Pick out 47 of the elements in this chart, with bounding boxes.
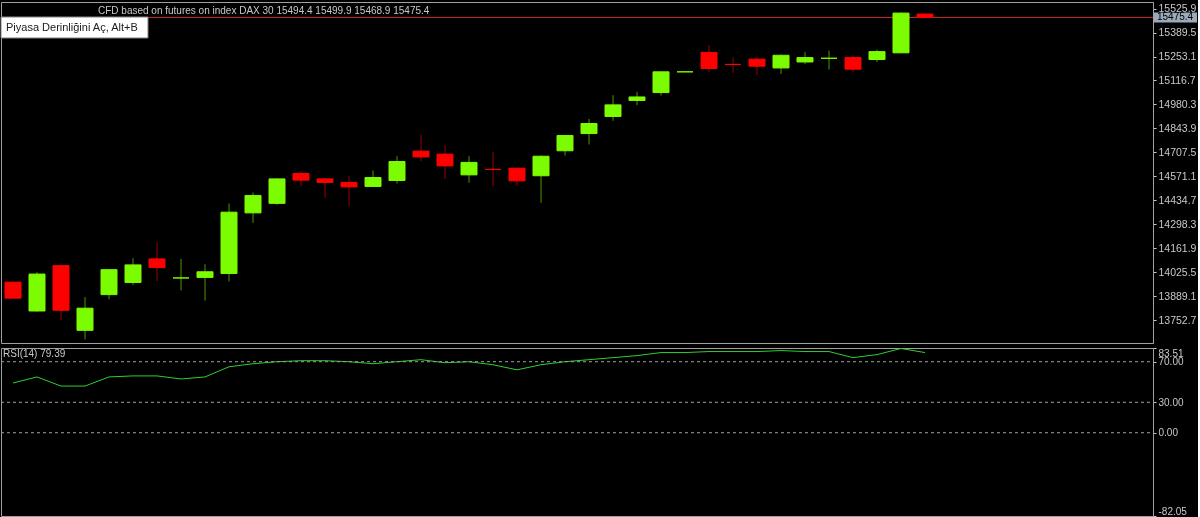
- y-tick-label: 14980.3: [1158, 97, 1197, 110]
- y-tick-label: -82.05: [1158, 505, 1188, 517]
- y-tick-label: 15253.1: [1158, 50, 1197, 62]
- candlestick: [580, 118, 598, 145]
- candlestick: [388, 155, 406, 184]
- candlestick: [76, 296, 94, 340]
- candlestick: [124, 257, 142, 286]
- annotation: Piyasa Derinliğini Aç, Alt+B: [6, 20, 138, 33]
- ref-line-label: 15475.4: [1157, 11, 1194, 23]
- candlestick: [556, 134, 574, 157]
- y-tick-label: 14161.9: [1158, 241, 1197, 254]
- y-tick-label: 70.00: [1158, 356, 1184, 368]
- y-tick-label: 14707.5: [1158, 145, 1197, 158]
- y-tick-label: 13752.7: [1158, 313, 1197, 326]
- candlestick: [724, 57, 742, 74]
- y-tick-label: 83.51: [1158, 347, 1184, 359]
- chart-title: CFD based on futures on index DAX 30 15494.4 15499.9 15468.9 15475.4: [98, 5, 430, 16]
- candlestick: [436, 144, 454, 180]
- y-tick-label: 0.00: [1158, 427, 1179, 439]
- y-tick-label: 14571.1: [1158, 169, 1197, 182]
- candlestick: [532, 155, 550, 204]
- candlestick: [604, 94, 622, 122]
- candlestick: [460, 155, 478, 184]
- candlestick: [148, 241, 166, 282]
- y-tick-label: 14843.9: [1158, 121, 1197, 134]
- candlestick: [484, 151, 502, 187]
- candlestick: [244, 191, 262, 224]
- y-tick-label: 15116.7: [1158, 73, 1196, 86]
- y-tick-label: 13889.1: [1158, 289, 1197, 302]
- y-tick-label: 14298.3: [1158, 217, 1197, 230]
- chart-title: RSI(14) 79.39: [3, 348, 66, 359]
- candlestick: [628, 91, 646, 106]
- candlestick: [700, 44, 718, 73]
- candlestick: [412, 133, 430, 162]
- candlestick: [748, 56, 766, 76]
- candlestick: [340, 175, 358, 207]
- candlestick: [652, 70, 670, 97]
- y-tick-label: 14434.7: [1158, 193, 1197, 206]
- candlestick: [292, 170, 310, 187]
- candlestick: [796, 51, 814, 65]
- y-tick-label: 14025.5: [1158, 265, 1197, 278]
- y-tick-label: 15389.5: [1158, 26, 1197, 39]
- candlestick: [820, 50, 838, 71]
- candlestick: [196, 263, 214, 302]
- candlestick: [316, 177, 334, 199]
- candlestick: [172, 258, 190, 291]
- y-tick-label: 30.00: [1158, 396, 1184, 408]
